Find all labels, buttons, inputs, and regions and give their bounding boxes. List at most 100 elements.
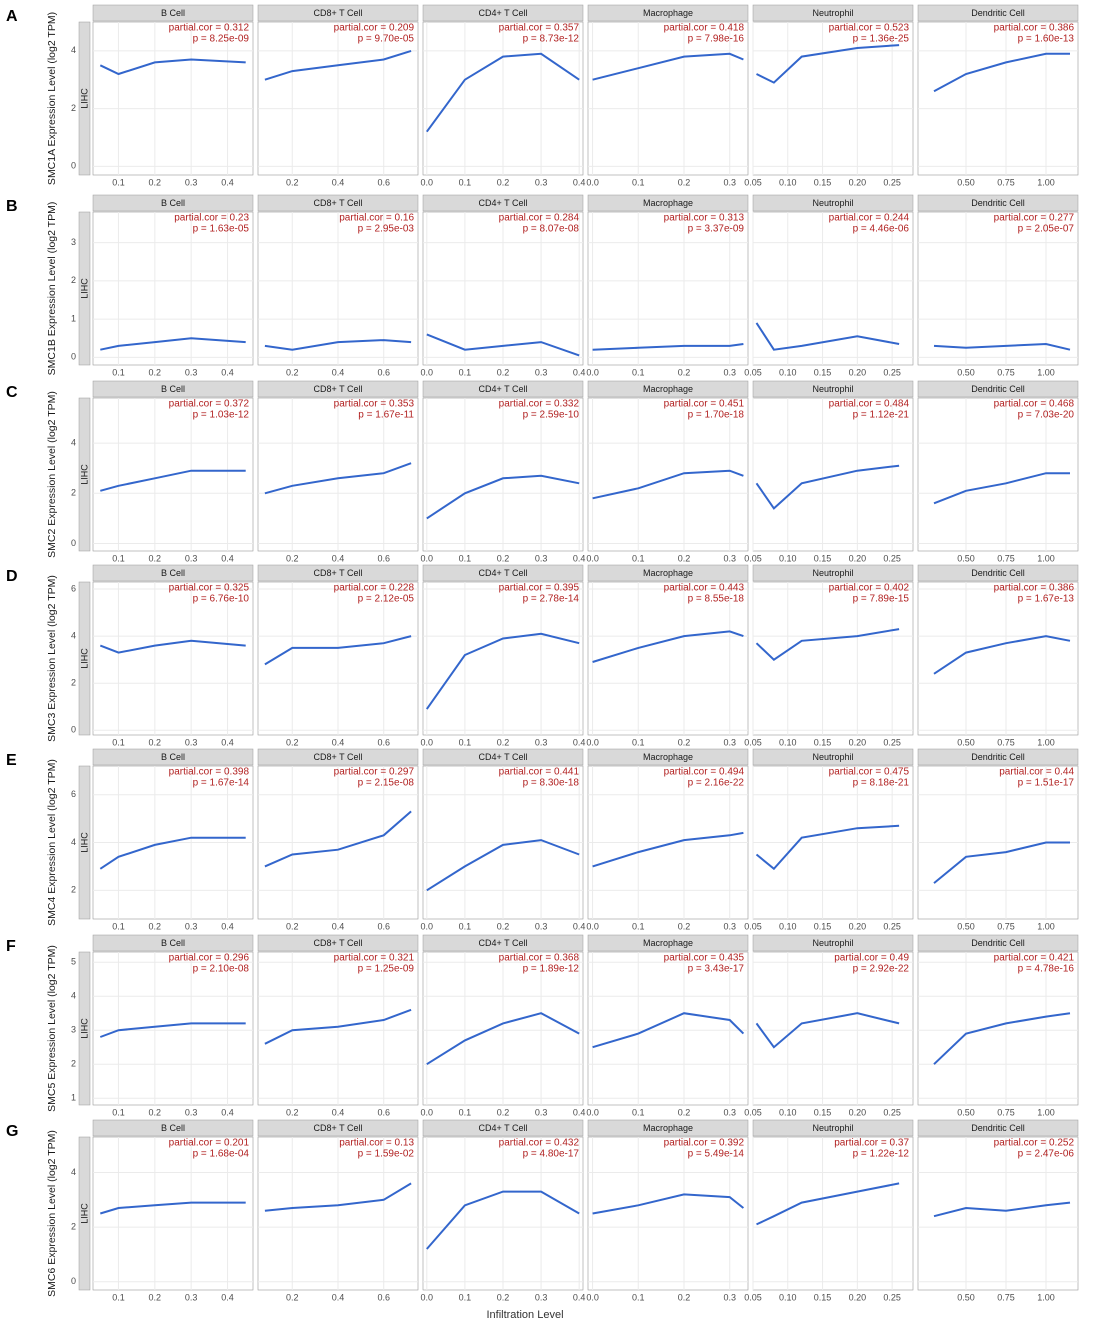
correlation-label: partial.cor = 0.312 (169, 23, 250, 34)
x-tick-label: 0.4 (332, 367, 345, 377)
y-tick-label: 2 (71, 103, 76, 113)
p-value-label: p = 5.49e-14 (688, 1149, 745, 1160)
x-tick-label: 0.50 (957, 177, 975, 187)
plot-area (917, 21, 1079, 176)
x-tick-label: 0.75 (997, 921, 1015, 931)
x-tick-label: 0.0 (421, 367, 434, 377)
x-tick-label: 0.20 (849, 177, 867, 187)
panel-strip (422, 934, 584, 952)
panel-title: CD8+ T Cell (314, 752, 363, 762)
y-axis-title: SMC6 Expression Level (log2 TPM) (46, 1130, 58, 1297)
panel-title: CD8+ T Cell (314, 1123, 363, 1133)
panel-strip (422, 194, 584, 212)
x-tick-label: 0.1 (459, 177, 472, 187)
x-tick-label: 0.15 (814, 177, 832, 187)
fit-line (755, 464, 900, 510)
panel-title: Macrophage (643, 198, 693, 208)
panel-strip (422, 380, 584, 398)
y-tick-label: 2 (71, 1222, 76, 1232)
panel-title: Neutrophil (812, 384, 853, 394)
correlation-label: partial.cor = 0.418 (664, 23, 745, 34)
panel-title: Macrophage (643, 8, 693, 18)
y-axis-title: SMC1A Expression Level (log2 TPM) (46, 12, 58, 185)
p-value-label: p = 1.67e-13 (1018, 594, 1075, 605)
y-axis-title: SMC2 Expression Level (log2 TPM) (46, 391, 58, 558)
x-tick-label: 0.1 (459, 1107, 472, 1117)
panel-title: CD4+ T Cell (479, 8, 528, 18)
x-tick-label: 0.4 (332, 177, 345, 187)
correlation-label: partial.cor = 0.16 (339, 213, 414, 224)
plot-area (92, 211, 254, 366)
x-tick-label: 0.0 (421, 921, 434, 931)
correlation-label: partial.cor = 0.297 (334, 767, 415, 778)
x-tick-label: 0.15 (814, 1107, 832, 1117)
x-tick-label: 0.75 (997, 553, 1015, 563)
correlation-label: partial.cor = 0.277 (994, 213, 1075, 224)
x-tick-label: 0.3 (723, 553, 736, 563)
x-tick-label: 0.25 (883, 921, 901, 931)
p-value-label: p = 3.43e-17 (688, 964, 745, 975)
panel-strip (752, 380, 914, 398)
x-tick-label: 0.3 (535, 1292, 548, 1302)
correlation-label: partial.cor = 0.313 (664, 213, 745, 224)
panel-title: CD4+ T Cell (479, 752, 528, 762)
x-tick-label: 0.1 (112, 367, 125, 377)
x-tick-label: 0.2 (497, 1107, 510, 1117)
x-tick-label: 0.4 (573, 367, 586, 377)
x-tick-label: 0.50 (957, 921, 975, 931)
x-tick-label: 0.0 (421, 553, 434, 563)
panel-strip (752, 934, 914, 952)
x-tick-label: 0.10 (779, 1107, 797, 1117)
plot-area (752, 1136, 914, 1291)
x-tick-label: 0.3 (535, 737, 548, 747)
x-tick-label: 1.00 (1037, 737, 1055, 747)
correlation-label: partial.cor = 0.13 (339, 1138, 414, 1149)
plot-area (92, 21, 254, 176)
x-tick-label: 0.2 (678, 177, 691, 187)
x-tick-label: 0.20 (849, 1107, 867, 1117)
panel-strip (917, 4, 1079, 22)
panel-strip (92, 748, 254, 766)
x-tick-label: 0.2 (286, 553, 299, 563)
panel-strip (422, 748, 584, 766)
x-tick-label: 0.4 (573, 1107, 586, 1117)
y-tick-label: 1 (71, 1093, 76, 1103)
row-strip (78, 581, 91, 736)
x-tick-label: 0.25 (883, 1107, 901, 1117)
x-tick-label: 0.4 (573, 921, 586, 931)
fit-line (592, 52, 744, 81)
correlation-label: partial.cor = 0.386 (994, 23, 1075, 34)
panel-letter: B (6, 198, 18, 215)
row-strip-label: LIHC (79, 88, 89, 109)
x-tick-label: 0.2 (678, 553, 691, 563)
panel-strip (92, 564, 254, 582)
panel-title: CD4+ T Cell (479, 384, 528, 394)
x-tick-label: 0.3 (535, 367, 548, 377)
p-value-label: p = 2.78e-14 (523, 594, 580, 605)
x-tick-label: 0.15 (814, 921, 832, 931)
correlation-label: partial.cor = 0.37 (834, 1138, 909, 1149)
plot-area (752, 951, 914, 1106)
row-strip (78, 765, 91, 920)
row-strip-label: LIHC (79, 1203, 89, 1224)
panel-letter: G (6, 1123, 18, 1140)
x-tick-label: 0.0 (586, 177, 599, 187)
p-value-label: p = 1.59e-02 (358, 1149, 415, 1160)
x-tick-label: 0.50 (957, 1107, 975, 1117)
x-tick-label: 0.2 (286, 1292, 299, 1302)
fit-line (100, 1201, 246, 1215)
x-tick-label: 0.20 (849, 367, 867, 377)
p-value-label: p = 1.67e-14 (193, 778, 250, 789)
p-value-label: p = 2.59e-10 (523, 410, 580, 421)
x-tick-label: 0.50 (957, 553, 975, 563)
row-strip (78, 951, 91, 1106)
fit-line (592, 1193, 745, 1215)
row-strip-label: LIHC (79, 648, 89, 669)
y-axis-title: SMC4 Expression Level (log2 TPM) (46, 759, 58, 926)
panel-title: Neutrophil (812, 752, 853, 762)
panel-title: Neutrophil (812, 568, 853, 578)
x-tick-label: 0.4 (332, 921, 345, 931)
x-tick-label: 0.10 (779, 921, 797, 931)
y-axis-title: SMC5 Expression Level (log2 TPM) (46, 945, 58, 1112)
